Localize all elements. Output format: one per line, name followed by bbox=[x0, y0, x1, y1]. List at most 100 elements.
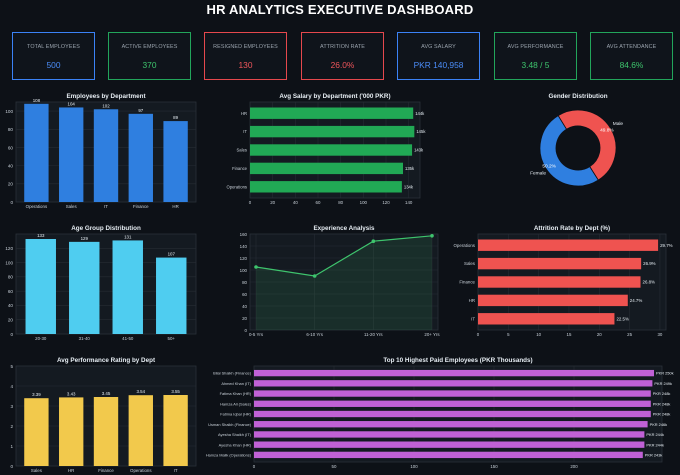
y-tick-label: Usman Shaikh (Finance) bbox=[208, 422, 252, 427]
x-tick-label: 11-20 Yrs bbox=[364, 332, 383, 337]
y-tick-label: 40 bbox=[242, 304, 247, 309]
bar bbox=[478, 276, 641, 288]
bar-value-label: 3.45 bbox=[102, 391, 111, 396]
bar-value-label: 107 bbox=[168, 252, 176, 257]
bar bbox=[478, 294, 628, 307]
bar bbox=[93, 397, 119, 466]
avg-performance-rating-chart: Avg Performance Rating by Dept 0 1 2 3 4 5 3.39… bbox=[10, 357, 197, 473]
data-point bbox=[254, 265, 258, 269]
experience-analysis-chart: Experience Analysis 0 20 40 60 80 100 120 140 160… bbox=[240, 225, 441, 337]
x-tick-label: 200 bbox=[570, 464, 578, 469]
bar bbox=[112, 240, 143, 334]
y-tick-label: HR bbox=[241, 111, 247, 116]
x-tick-label: 0-5 Yrs bbox=[249, 332, 264, 337]
bar bbox=[93, 109, 119, 202]
kpi-card-avg-attendance: AVG ATTENDANCE 84.6% bbox=[590, 32, 673, 80]
kpi-label: AVG ATTENDANCE bbox=[606, 44, 657, 50]
bar-value-label: 144k bbox=[415, 111, 425, 116]
bar-value-label: PKR 244k bbox=[646, 442, 664, 447]
data-point bbox=[430, 234, 434, 238]
y-tick-label: 5 bbox=[10, 364, 13, 369]
x-tick-label: 80 bbox=[338, 200, 343, 205]
x-tick-label: 60 bbox=[316, 200, 321, 205]
bar bbox=[25, 239, 56, 334]
kpi-label: AVG SALARY bbox=[421, 44, 456, 50]
kpi-card-active-employees: ACTIVE EMPLOYEES 370 bbox=[108, 32, 191, 80]
kpi-value: 130 bbox=[238, 60, 253, 70]
y-tick-label: 60 bbox=[8, 145, 14, 150]
bar bbox=[254, 421, 648, 428]
y-tick-label: 160 bbox=[240, 232, 248, 237]
y-tick-label: 0 bbox=[10, 464, 13, 469]
x-tick-label: Sales bbox=[66, 204, 78, 209]
chart-title: Top 10 Highest Paid Employees (PKR Thous… bbox=[383, 357, 532, 364]
bar-value-label: 145k bbox=[416, 129, 426, 134]
x-tick-label: 6-10 Yrs bbox=[306, 332, 323, 337]
kpi-card-total-employees: TOTAL EMPLOYEES 500 bbox=[12, 32, 95, 80]
y-tick-label: 2 bbox=[10, 424, 13, 429]
y-tick-label: Fatima Khan (HR) bbox=[220, 391, 252, 396]
y-tick-label: 80 bbox=[8, 127, 14, 132]
x-tick-label: 20 bbox=[270, 200, 275, 205]
x-tick-label: 20+ Yrs bbox=[424, 332, 440, 337]
y-tick-label: Finance bbox=[459, 280, 475, 285]
y-tick-label: IT bbox=[471, 316, 475, 321]
bar bbox=[254, 369, 654, 377]
x-tick-label: 0 bbox=[249, 200, 252, 205]
bar bbox=[250, 162, 403, 175]
x-tick-label: 15 bbox=[567, 332, 572, 337]
kpi-card-avg-salary: AVG SALARY PKR 140,958 bbox=[397, 32, 480, 80]
bar bbox=[128, 113, 153, 202]
bar-value-label: PKR 246k bbox=[650, 422, 668, 427]
bar bbox=[250, 107, 414, 119]
bar-value-label: 108 bbox=[33, 98, 41, 103]
kpi-value: PKR 140,958 bbox=[413, 60, 464, 70]
x-tick-label: 20-30 bbox=[35, 336, 47, 341]
avg-salary-by-department-chart: Avg Salary by Department ('000 PKR) 0 20 40… bbox=[227, 93, 427, 205]
pie-percent-label: 49.8% bbox=[600, 128, 614, 134]
bar bbox=[478, 239, 659, 251]
y-tick-label: 0 bbox=[10, 332, 13, 337]
y-tick-label: 120 bbox=[5, 246, 13, 251]
bar-value-label: 133 bbox=[37, 233, 45, 238]
bar-value-label: PKR 248k bbox=[653, 412, 671, 417]
kpi-card-attrition-rate: ATTRITION RATE 26.0% bbox=[301, 32, 384, 80]
bar bbox=[163, 395, 188, 466]
bar-value-label: PKR 244k bbox=[646, 432, 664, 437]
x-tick-label: 100 bbox=[360, 200, 368, 205]
kpi-value: 500 bbox=[46, 60, 61, 70]
chart-title: Attrition Rate by Dept (%) bbox=[534, 225, 610, 232]
x-tick-label: 20 bbox=[597, 332, 602, 337]
bar-value-label: PKR 248k bbox=[653, 401, 671, 406]
bar-value-label: 3.54 bbox=[137, 389, 146, 394]
y-tick-label: 80 bbox=[8, 275, 14, 280]
y-tick-label: 0 bbox=[245, 328, 248, 333]
chart-title: Gender Distribution bbox=[548, 93, 607, 100]
bar bbox=[69, 241, 100, 334]
bar-value-label: 102 bbox=[102, 103, 110, 108]
dashboard-title: HR ANALYTICS EXECUTIVE DASHBOARD bbox=[206, 2, 474, 17]
y-tick-label: 0 bbox=[10, 200, 13, 205]
bar bbox=[254, 380, 653, 387]
y-tick-label: HR bbox=[469, 298, 475, 303]
pie-category-label: Female bbox=[530, 170, 546, 176]
y-tick-label: 60 bbox=[8, 289, 14, 294]
bar bbox=[478, 257, 642, 270]
bar-value-label: 97 bbox=[138, 108, 143, 113]
bar-value-label: 22.5% bbox=[616, 316, 629, 321]
bar-value-label: 26.9% bbox=[643, 261, 656, 266]
employees-by-department-chart: Employees by Department 0 20 40 60 80 100 108 Op… bbox=[5, 93, 197, 209]
bar-value-label: PKR 250k bbox=[656, 371, 674, 376]
x-tick-label: 25 bbox=[627, 332, 632, 337]
data-point bbox=[312, 274, 317, 278]
x-tick-label: 150 bbox=[490, 464, 498, 469]
x-tick-label: HR bbox=[172, 204, 178, 209]
series-line bbox=[255, 235, 433, 277]
x-tick-label: IT bbox=[174, 468, 178, 473]
bar-value-label: 131 bbox=[124, 234, 132, 239]
pie-slice bbox=[539, 115, 599, 187]
y-tick-label: IT bbox=[243, 129, 247, 134]
bar-value-label: 129 bbox=[81, 236, 89, 241]
bar-value-label: 104 bbox=[68, 101, 76, 106]
kpi-label: TOTAL EMPLOYEES bbox=[27, 44, 80, 50]
